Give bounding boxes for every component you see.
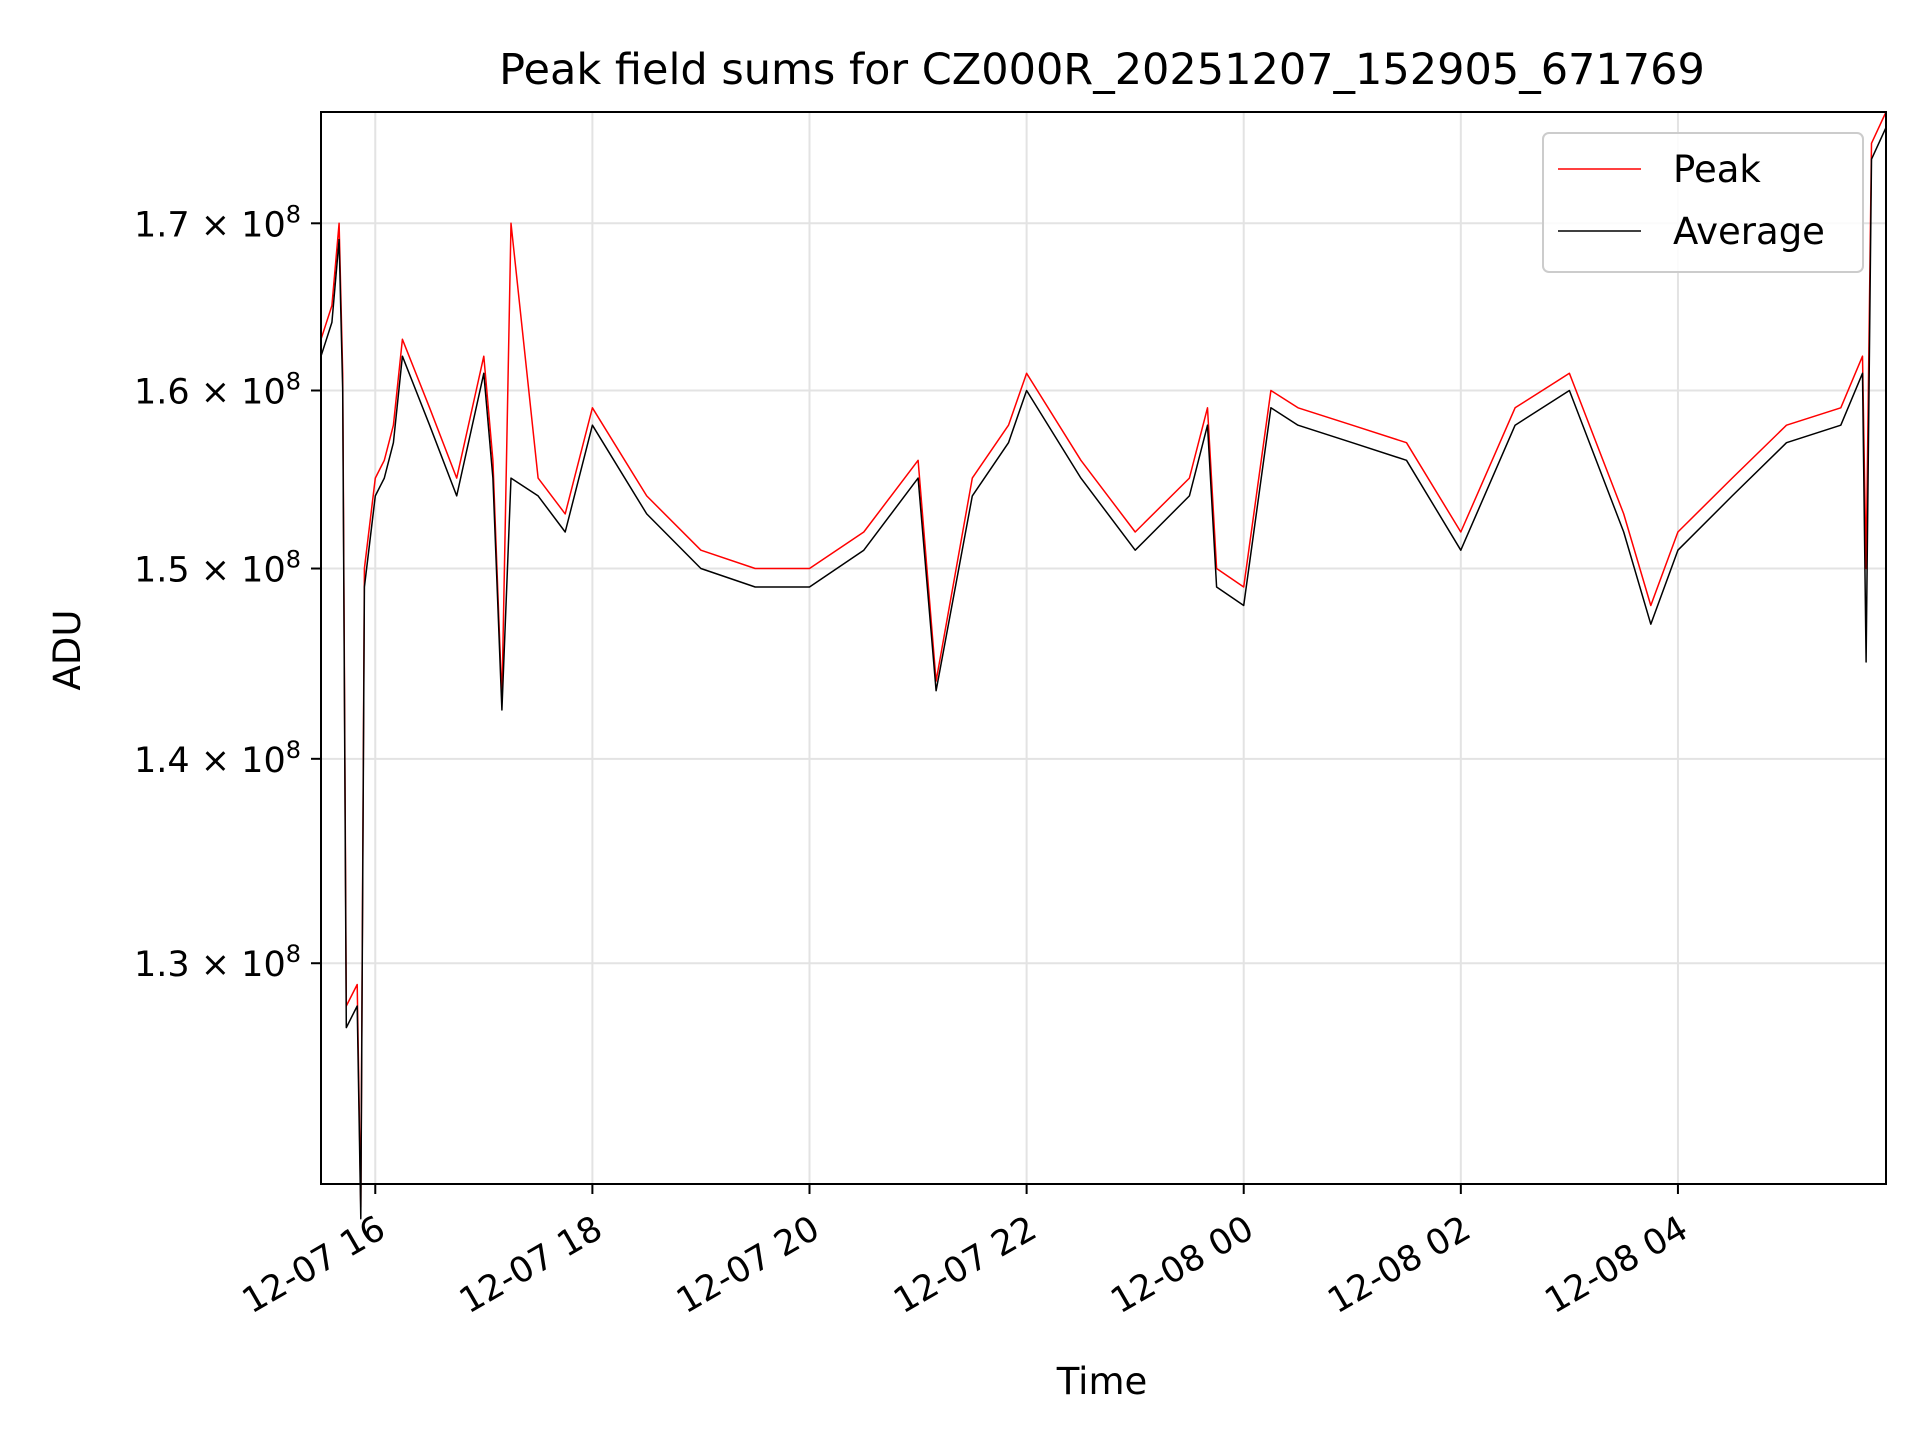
series-line-average (320, 127, 1887, 1220)
y-tick-label: 1.3 × 108 (134, 940, 301, 985)
x-axis-label: Time (1056, 1360, 1148, 1403)
grid-layer (321, 112, 1886, 1184)
chart-title: Peak field sums for CZ000R_20251207_1529… (499, 45, 1705, 95)
x-tick-label: 12-08 00 (1104, 1209, 1260, 1322)
legend: Peak Average (1542, 132, 1864, 273)
x-tick-label: 12-07 18 (453, 1209, 609, 1322)
x-tick-label: 12-07 22 (887, 1209, 1043, 1322)
legend-box (1542, 132, 1864, 273)
y-tick-label: 1.5 × 108 (134, 546, 301, 591)
x-tick-label: 12-08 02 (1321, 1209, 1477, 1322)
y-tick-label: 1.4 × 108 (134, 736, 301, 781)
x-tick-label: 12-08 04 (1539, 1209, 1695, 1322)
y-axis-label: ADU (46, 610, 89, 691)
y-tick-label: 1.7 × 108 (134, 200, 301, 245)
legend-label-average: Average (1673, 210, 1825, 253)
y-tick-label: 1.6 × 108 (134, 368, 301, 413)
x-tick-label: 12-07 20 (670, 1209, 826, 1322)
x-axis-ticks: 12-07 16 12-07 18 12-07 20 12-07 22 12-08 00… (236, 1184, 1695, 1322)
legend-label-peak: Peak (1673, 148, 1761, 191)
series-line-peak (320, 111, 1887, 1208)
plot-area-frame (320, 111, 1887, 1185)
x-tick-label: 12-07 16 (236, 1209, 392, 1322)
y-axis-ticks: 1.3 × 108 1.4 × 108 1.5 × 108 1.6 × 108 1.7 … (134, 200, 321, 985)
series-layer (320, 111, 1887, 1220)
